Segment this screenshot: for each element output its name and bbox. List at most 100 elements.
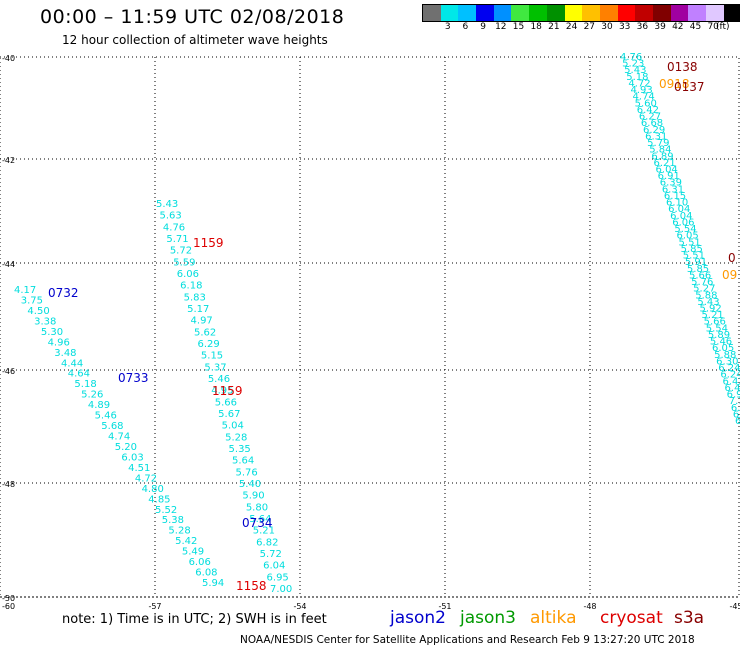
legend-label: 21 xyxy=(548,22,560,32)
lat-tick-label: -50 xyxy=(2,594,15,603)
legend-label: 15 xyxy=(512,22,525,32)
wave-height-value: 5.80 xyxy=(246,502,268,513)
wave-height-value: 6.31 xyxy=(662,184,684,195)
wave-height-value: 4.96 xyxy=(48,337,70,348)
wave-height-value: 6.89 xyxy=(651,151,673,162)
wave-height-value: 5.28 xyxy=(168,526,190,537)
wave-height-value: 6.24 xyxy=(718,363,740,374)
wave-height-value: 5.51 xyxy=(683,251,705,262)
legend-swatch xyxy=(688,5,706,21)
wave-height-value: 6.06 xyxy=(177,269,199,280)
legend-swatch xyxy=(617,5,636,21)
lat-tick-label: -46 xyxy=(2,367,15,376)
wave-height-value: 5.88 xyxy=(714,350,736,361)
lon-tick-label: -48 xyxy=(583,602,596,611)
wave-height-value: 6.04 xyxy=(656,165,678,176)
satellite-legend-jason3: jason3 xyxy=(460,608,516,628)
wave-height-value: 5.30 xyxy=(41,327,63,338)
page-subtitle: 12 hour collection of altimeter wave hei… xyxy=(62,33,328,47)
corner-tick-label: -60 xyxy=(2,602,15,611)
pass-time-label: 0734 xyxy=(242,516,273,530)
wave-height-value: 5.85 xyxy=(681,244,703,255)
legend-swatch xyxy=(546,5,565,21)
page-title: 00:00 – 11:59 UTC 02/08/2018 xyxy=(40,6,345,28)
wave-height-value: 5.71 xyxy=(166,234,188,245)
wave-height-value: 5.17 xyxy=(187,304,209,315)
wave-height-value: 5.68 xyxy=(101,421,123,432)
wave-height-value: 5.79 xyxy=(647,138,669,149)
wave-height-value: 5.42 xyxy=(175,536,197,547)
lat-tick-label: -42 xyxy=(2,156,15,165)
wave-height-value: 5.66 xyxy=(689,270,711,281)
lon-tick-label: -51 xyxy=(438,602,451,611)
legend-swatch xyxy=(529,5,547,21)
legend-swatch xyxy=(652,5,671,21)
wave-height-value: 5.21 xyxy=(253,526,275,537)
wave-height-value: 6.18 xyxy=(180,281,202,292)
wave-height-value: 6.82 xyxy=(256,537,278,548)
lat-tick-label: -40 xyxy=(2,54,15,63)
wave-height-value: 4.64 xyxy=(68,369,90,380)
pass-time-label: 0 xyxy=(728,251,736,265)
legend-swatch xyxy=(670,5,689,21)
wave-height-value: 6.31 xyxy=(645,131,667,142)
wave-height-value: 3.75 xyxy=(21,295,43,306)
pass-time-label: 0918 xyxy=(659,77,690,91)
pass-time-label: 0732 xyxy=(48,286,79,300)
wave-height-value: 4.93 xyxy=(630,85,652,96)
wave-height-value: 6.06 xyxy=(189,557,211,568)
lat-tick-label: -44 xyxy=(2,260,15,269)
legend-swatch xyxy=(423,5,441,21)
wave-height-value: 5.72 xyxy=(170,246,192,257)
wave-height-value: 5.63 xyxy=(159,211,181,222)
credit-line: NOAA/NESDIS Center for Satellite Applica… xyxy=(240,634,695,646)
wave-height-value: 7.13 xyxy=(729,396,740,407)
legend-swatch xyxy=(440,5,459,21)
wave-height-value: 4.74 xyxy=(108,432,130,443)
wave-height-value: 6.43 xyxy=(725,383,740,394)
satellite-legend-s3a: s3a xyxy=(674,608,705,628)
legend-label: 24 xyxy=(565,22,578,32)
wave-height-value: 6.03 xyxy=(121,452,143,463)
legend-label: 18 xyxy=(530,22,542,32)
legend-swatch xyxy=(458,5,477,21)
wave-height-value: 5.04 xyxy=(222,421,244,432)
wave-height-value: 5.66 xyxy=(704,317,726,328)
wave-height-value: 5.43 xyxy=(697,297,719,308)
legend-label: 33 xyxy=(618,22,631,32)
wave-height-value: 5.76 xyxy=(691,277,713,288)
pass-time-label: 1159 xyxy=(193,236,224,250)
wave-height-value: 5.40 xyxy=(239,479,261,490)
longitude-axis: -57 -54 -51 -48 -45 -60 xyxy=(2,602,740,611)
wave-height-value: 4.85 xyxy=(148,494,170,505)
wave-height-value: 4.51 xyxy=(128,463,150,474)
pass-time-label: 09 xyxy=(722,268,737,282)
wave-height-value: 4.97 xyxy=(191,316,213,327)
wave-height-value: 5.92 xyxy=(699,303,721,314)
legend-swatch xyxy=(706,5,724,21)
pass-time-label: 0138 xyxy=(667,60,698,74)
wave-height-value: 5.76 xyxy=(235,467,257,478)
wave-height-value: 5.60 xyxy=(635,98,657,109)
wave-height-value: 6.8 xyxy=(731,403,740,414)
wave-height-value: 5.83 xyxy=(184,292,206,303)
wave-height-value: 4.80 xyxy=(142,484,164,495)
wave-height-value: 6.04 xyxy=(263,561,285,572)
wave-height-value: 4.44 xyxy=(61,358,83,369)
wave-height-value: 6.91 xyxy=(658,171,680,182)
wave-height-value: 6.24 xyxy=(720,370,740,381)
wave-height-value: 5.59 xyxy=(173,257,195,268)
wave-height-value: 6.04 xyxy=(668,204,690,215)
legend-swatch xyxy=(582,5,600,21)
wave-height-value: 5.64 xyxy=(249,514,271,525)
legend-swatch xyxy=(476,5,494,21)
wave-height-value: 4.89 xyxy=(88,400,110,411)
wave-height-value: 5.52 xyxy=(155,505,177,516)
wave-height-value: 6.30 xyxy=(716,356,738,367)
legend-label: 39 xyxy=(654,22,666,32)
wave-height-value: 6.27 xyxy=(639,112,661,123)
pass-time-label: 0733 xyxy=(118,371,149,385)
legend-label: 70 xyxy=(707,22,719,32)
wave-height-value: 5.49 xyxy=(182,547,204,558)
